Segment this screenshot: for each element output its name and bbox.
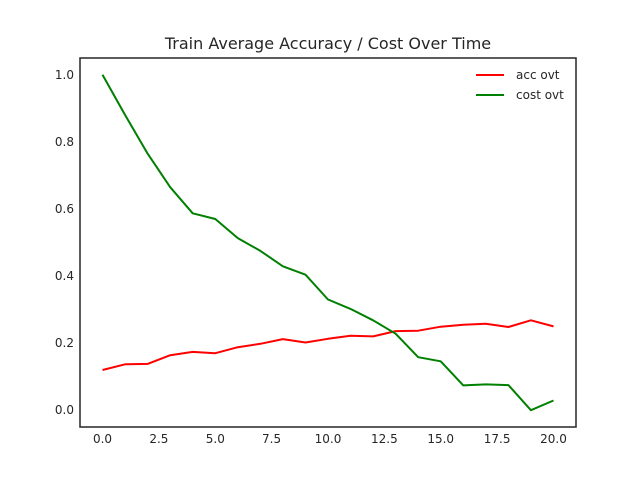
plot-frame <box>79 57 577 428</box>
y-tick-label: 0.6 <box>55 202 74 216</box>
series-line-cost-ovt <box>101 74 554 412</box>
y-tick-label: 0.4 <box>55 269 74 283</box>
y-tick-label: 0.0 <box>55 403 74 417</box>
x-tick-label: 5.0 <box>206 432 225 446</box>
x-tick-label: 0.0 <box>93 432 112 446</box>
y-axis: 0.0 0.2 0.4 0.6 0.8 1.0 <box>55 68 74 417</box>
x-axis: 0.0 2.5 5.0 7.5 10.0 12.5 15.0 17.5 20.0 <box>93 432 567 446</box>
chart-title: Train Average Accuracy / Cost Over Time <box>164 34 491 53</box>
legend: acc ovt cost ovt <box>476 68 564 102</box>
x-tick-label: 10.0 <box>315 432 342 446</box>
x-tick-label: 7.5 <box>262 432 281 446</box>
x-tick-label: 17.5 <box>484 432 511 446</box>
series-line-acc-ovt <box>102 319 554 371</box>
x-tick-label: 2.5 <box>149 432 168 446</box>
plot-series <box>101 74 554 412</box>
y-tick-label: 0.8 <box>55 135 74 149</box>
x-tick-label: 20.0 <box>540 432 567 446</box>
y-tick-label: 0.2 <box>55 336 74 350</box>
x-tick-label: 12.5 <box>371 432 398 446</box>
legend-label: acc ovt <box>516 68 560 82</box>
legend-label: cost ovt <box>516 88 564 102</box>
y-tick-label: 1.0 <box>55 68 74 82</box>
x-tick-label: 15.0 <box>427 432 454 446</box>
